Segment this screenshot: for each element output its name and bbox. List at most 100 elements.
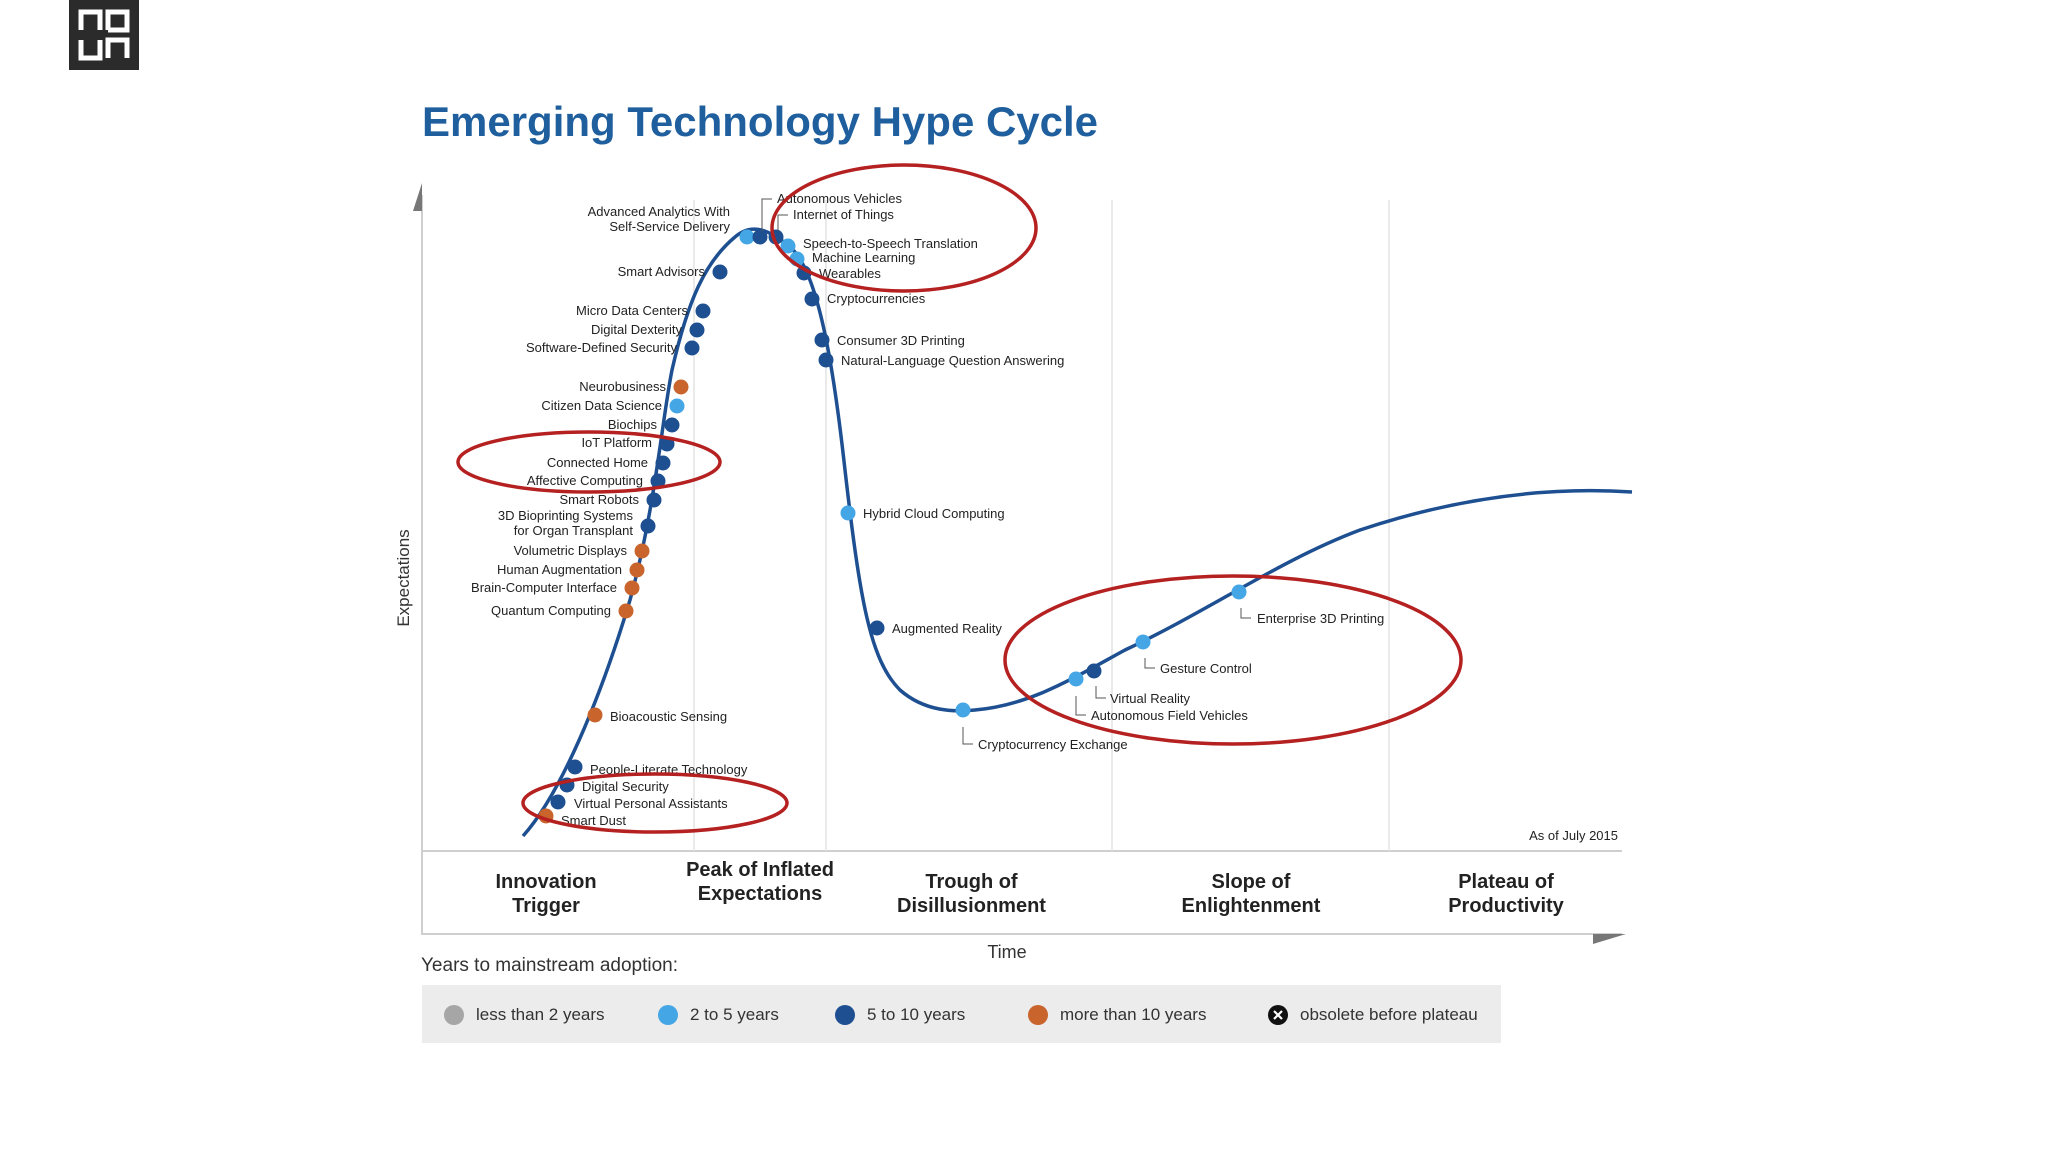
tech-point: [1068, 671, 1084, 687]
tech-label: Smart Robots: [560, 492, 640, 507]
legend-item: 2 to 5 years: [658, 1003, 779, 1027]
label-leader: [1144, 658, 1155, 669]
tech-point: [840, 505, 856, 521]
tech-label: Software-Defined Security: [526, 340, 678, 355]
tech-label: Advanced Analytics With Self-Service Deli…: [588, 204, 731, 234]
highlight-ellipse: [521, 772, 789, 834]
tech-label: Affective Computing: [527, 473, 643, 488]
tech-label: Machine Learning: [812, 250, 915, 265]
legend-dot-5to10: [835, 1005, 855, 1025]
tech-point: [650, 473, 666, 489]
tech-label: Human Augmentation: [497, 562, 622, 577]
tech-label: Digital Dexterity: [591, 322, 683, 337]
tech-point: [814, 332, 830, 348]
tech-point: [689, 322, 705, 338]
x-axis-label: Time: [987, 942, 1026, 962]
tech-label: Volumetric Displays: [514, 543, 628, 558]
label-leader: [1075, 696, 1086, 716]
legend-dot-lt2: [444, 1005, 464, 1025]
tech-point: [624, 580, 640, 596]
y-axis-label: Expectations: [394, 529, 413, 626]
tech-point: [1231, 584, 1247, 600]
tech-label: Biochips: [608, 417, 658, 432]
highlight-ellipse: [456, 430, 722, 494]
tech-point: [684, 340, 700, 356]
tech-label: Digital Security: [582, 779, 669, 794]
tech-label: Citizen Data Science: [541, 398, 662, 413]
legend: less than 2 years 2 to 5 years 5 to 10 y…: [422, 985, 1501, 1043]
label-leader: [1240, 608, 1251, 619]
phase-label: Innovation Trigger: [495, 871, 597, 917]
as-of-note: As of July 2015: [1529, 828, 1618, 843]
legend-dot-gt10: [1028, 1005, 1048, 1025]
tech-point: [955, 702, 971, 718]
tech-label: Cryptocurrencies: [827, 291, 926, 306]
tech-label: Consumer 3D Printing: [837, 333, 965, 348]
tech-label: Brain-Computer Interface: [471, 580, 617, 595]
tech-label: Autonomous Vehicles: [777, 191, 903, 206]
highlight-ellipse: [770, 163, 1038, 293]
tech-label: Speech-to-Speech Translation: [803, 236, 978, 251]
tech-point: [673, 379, 689, 395]
tech-label: Hybrid Cloud Computing: [863, 506, 1005, 521]
tech-point: [818, 352, 834, 368]
legend-item: 5 to 10 years: [835, 1003, 965, 1027]
tech-label: Internet of Things: [793, 207, 894, 222]
tech-point: [804, 291, 820, 307]
tech-label: Cryptocurrency Exchange: [978, 737, 1128, 752]
tech-label: Virtual Reality: [1110, 691, 1190, 706]
tech-point: [629, 562, 645, 578]
phase-label: Plateau of Productivity: [1448, 871, 1564, 917]
tech-label: Wearables: [819, 266, 881, 281]
tech-label: Smart Advisors: [618, 264, 706, 279]
tech-label: Quantum Computing: [491, 603, 611, 618]
noun-logo-icon: [69, 0, 139, 70]
tech-point: [550, 794, 566, 810]
legend-item: obsolete before plateau: [1268, 1003, 1478, 1027]
legend-dot-2to5: [658, 1005, 678, 1025]
tech-label: Smart Dust: [561, 813, 626, 828]
tech-point: [618, 603, 634, 619]
tech-label: Enterprise 3D Printing: [1257, 611, 1384, 626]
tech-point: [752, 229, 768, 245]
tech-label: Autonomous Field Vehicles: [1091, 708, 1248, 723]
tech-label: Micro Data Centers: [576, 303, 688, 318]
label-leader: [761, 198, 772, 231]
legend-item: more than 10 years: [1028, 1003, 1206, 1027]
tech-label: IoT Platform: [581, 435, 652, 450]
label-leader: [777, 214, 788, 231]
tech-point: [780, 238, 796, 254]
tech-label: Gesture Control: [1160, 661, 1252, 676]
phase-label: Peak of Inflated Expectations: [686, 859, 834, 905]
tech-point: [1135, 634, 1151, 650]
x-axis-arrow: [1593, 934, 1626, 944]
legend-item: less than 2 years: [444, 1003, 605, 1027]
tech-point: [739, 229, 755, 245]
highlight-ellipse: [1003, 574, 1463, 746]
phase-label: Trough of Disillusionment: [897, 871, 1046, 917]
tech-point: [646, 492, 662, 508]
tech-label: Connected Home: [547, 455, 648, 470]
label-leader: [1095, 686, 1106, 699]
tech-label: Neurobusiness: [579, 379, 666, 394]
tech-point: [1086, 663, 1102, 679]
obsolete-icon: [1268, 1005, 1288, 1025]
tech-label: 3D Bioprinting Systems for Organ Transpla…: [498, 508, 634, 538]
tech-point: [664, 417, 680, 433]
y-axis-arrow: [413, 183, 422, 211]
legend-title: Years to mainstream adoption:: [421, 955, 679, 976]
tech-point: [567, 759, 583, 775]
tech-point: [634, 543, 650, 559]
tech-label: Natural-Language Question Answering: [841, 353, 1064, 368]
tech-point: [587, 707, 603, 723]
tech-point: [712, 264, 728, 280]
tech-point: [869, 620, 885, 636]
tech-point: [669, 398, 685, 414]
label-leader: [962, 727, 973, 745]
tech-label: Bioacoustic Sensing: [610, 709, 727, 724]
tech-point: [655, 455, 671, 471]
page-title: Emerging Technology Hype Cycle: [422, 98, 1099, 145]
tech-label: Augmented Reality: [892, 621, 1002, 636]
phase-label: Slope of Enlightenment: [1181, 871, 1321, 917]
